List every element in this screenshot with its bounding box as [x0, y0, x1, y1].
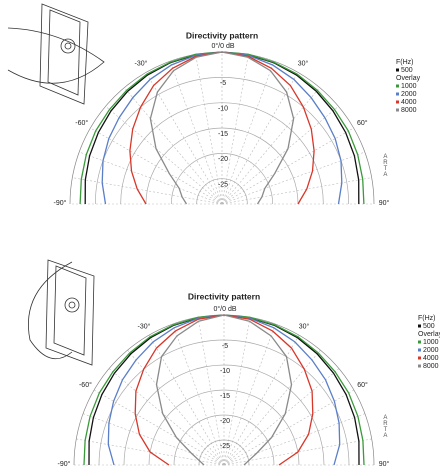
legend-title: F(Hz) [418, 315, 436, 322]
ring-grid-line [94, 77, 350, 205]
polar-chart: Directivity pattern 0°/0 dB -5 -10 -15 -20 -25… [58, 291, 440, 468]
theta-tick-label: -90° [58, 460, 71, 468]
theta-tick-label: 60° [357, 381, 368, 389]
r-tick-label: -20 [220, 418, 230, 425]
legend-swatch [418, 348, 421, 352]
theta-tick-label: -30° [135, 60, 148, 68]
r-tick-label: -5 [220, 80, 226, 87]
theta-tick-label: 90° [379, 460, 390, 468]
ring-grid-line [145, 127, 299, 205]
ring-grid-line [170, 153, 274, 205]
legend-swatch [418, 340, 421, 344]
polar-chart: Directivity pattern 0°/0 dB -5 -10 -15 -20 -25… [54, 30, 421, 207]
speaker-drawing [7, 3, 105, 105]
theta-tick-label: 60° [357, 119, 368, 127]
r-tick-label: -10 [220, 368, 230, 375]
r-tick-label: 0°/0 dB [213, 305, 236, 313]
theta-tick-label: -90° [54, 199, 67, 207]
watermark: ARTA [382, 154, 388, 178]
legend-swatch [418, 324, 421, 328]
legend-swatch [396, 68, 399, 72]
legend-swatch [396, 84, 399, 88]
legend-swatch [418, 356, 421, 360]
ring-grid-line [123, 364, 325, 466]
theta-tick-label: 90° [379, 199, 390, 207]
r-tick-label: -25 [220, 443, 230, 450]
r-tick-label: -15 [218, 131, 228, 138]
legend-title: Overlay [418, 331, 440, 338]
theta-tick-label: -60° [79, 381, 92, 389]
legend-label: 4000 [401, 99, 417, 106]
ring-grid-line [198, 439, 250, 466]
r-tick-label: -5 [222, 343, 228, 350]
legend-swatch [396, 108, 399, 112]
theta-tick-label: -60° [75, 119, 88, 127]
ring-grid-line [148, 389, 300, 466]
legend-label: 8000 [401, 107, 417, 114]
legend-label: 2000 [423, 347, 439, 354]
theta-tick-label: 30° [299, 322, 310, 330]
legend-label: 1000 [423, 339, 439, 346]
series-line [149, 51, 295, 205]
r-tick-label: -20 [218, 156, 228, 163]
legend-label: 8000 [423, 363, 439, 370]
theta-tick-label: -30° [138, 322, 151, 330]
speaker-drawing [28, 259, 95, 366]
legend-swatch [418, 364, 421, 368]
r-tick-label: 0°/0 dB [211, 42, 234, 50]
ring-grid-line [98, 339, 350, 466]
chart-title: Directivity pattern [188, 291, 260, 301]
legend-title: F(Hz) [396, 59, 414, 66]
series-line [155, 314, 293, 466]
r-tick-label: -25 [218, 182, 228, 189]
legend-label: 500 [401, 67, 413, 74]
watermark: ARTA [382, 415, 388, 439]
ring-grid-line [196, 178, 248, 205]
legend-label: 4000 [423, 355, 439, 362]
ring-grid-line [120, 102, 324, 205]
legend-swatch [396, 100, 399, 104]
legend-title: Overlay [396, 75, 421, 82]
theta-tick-label: 30° [298, 60, 309, 68]
legend-label: 1000 [401, 83, 417, 90]
r-tick-label: -15 [220, 393, 230, 400]
r-tick-label: -10 [218, 106, 228, 113]
chart-title: Directivity pattern [186, 30, 258, 40]
legend-label: 2000 [401, 91, 417, 98]
legend-swatch [396, 92, 399, 96]
ring-grid-line [173, 414, 275, 466]
legend-label: 500 [423, 323, 435, 330]
